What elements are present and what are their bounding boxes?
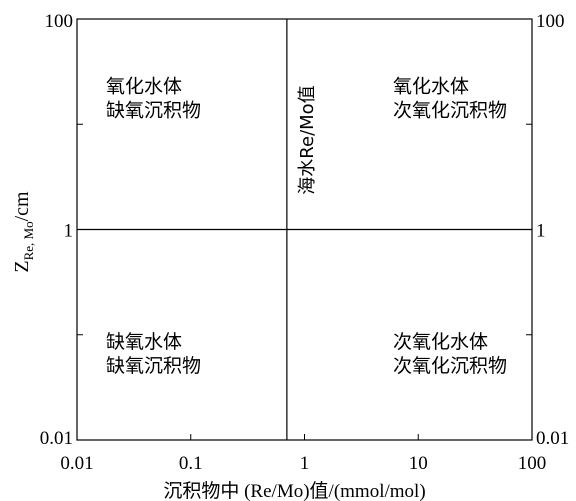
x-axis-title: 沉积物中 (Re/Mo)值/(mmol/mol): [163, 480, 425, 501]
region-label: 次氧化水体次氧化沉积物: [393, 331, 507, 377]
region-label: 氧化水体缺氧沉积物: [106, 76, 201, 122]
y-tick-label-right: 0.01: [536, 428, 569, 449]
dividers-layer: [77, 19, 532, 440]
y-tick-label-left: 100: [45, 11, 74, 32]
y-tick-label-left: 1: [64, 221, 74, 242]
x-tick-label: 0.1: [179, 453, 203, 474]
region-label: 氧化水体次氧化沉积物: [393, 76, 507, 122]
y-tick-label-right: 100: [536, 11, 565, 32]
y-tick-label-right: 1: [536, 221, 546, 242]
region-label: 缺氧水体缺氧沉积物: [106, 331, 201, 377]
y-tick-label-left: 0.01: [40, 428, 73, 449]
x-tick-label: 10: [409, 453, 428, 474]
x-tick-label: 0.01: [60, 453, 93, 474]
x-tick-label: 100: [518, 453, 547, 474]
labels-layer: 0.01 0.01 1 1 100 100 0.01 0.1 1 10 100 海水Re/Mo值沉积物…: [11, 11, 569, 501]
y-axis-title: ZRe, Mo/cm: [11, 191, 36, 273]
seawater-ratio-label: 海水Re/Mo值: [297, 85, 318, 194]
x-tick-label: 1: [300, 453, 310, 474]
